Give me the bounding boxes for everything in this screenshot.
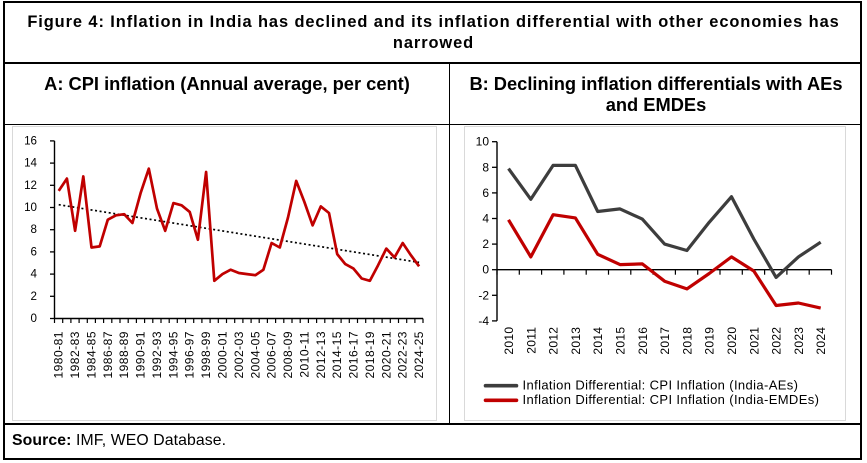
svg-text:2010-11: 2010-11 — [297, 331, 311, 378]
svg-text:2018-19: 2018-19 — [363, 331, 377, 379]
svg-text:-4: -4 — [478, 314, 489, 328]
svg-text:4: 4 — [482, 212, 489, 226]
svg-text:2: 2 — [482, 237, 489, 251]
svg-text:14: 14 — [24, 157, 37, 170]
svg-text:2014-15: 2014-15 — [330, 331, 344, 379]
svg-text:10: 10 — [24, 201, 37, 214]
svg-text:2024-25: 2024-25 — [412, 331, 426, 379]
svg-text:2002-03: 2002-03 — [232, 331, 246, 379]
svg-text:2020-21: 2020-21 — [379, 331, 393, 379]
svg-text:6: 6 — [31, 245, 37, 258]
svg-text:2021: 2021 — [747, 327, 761, 355]
svg-text:2022: 2022 — [770, 327, 784, 355]
svg-text:8: 8 — [482, 160, 489, 174]
svg-text:10: 10 — [476, 135, 490, 149]
svg-text:1992-93: 1992-93 — [150, 331, 164, 379]
svg-text:0: 0 — [482, 263, 489, 277]
svg-text:2023: 2023 — [792, 327, 806, 355]
svg-text:1996-97: 1996-97 — [183, 331, 197, 379]
svg-text:2013: 2013 — [569, 327, 583, 355]
svg-text:2004-05: 2004-05 — [248, 331, 262, 379]
svg-text:Inflation Differential: CPI In: Inflation Differential: CPI Inflation (I… — [523, 392, 820, 407]
svg-text:2012-13: 2012-13 — [314, 331, 328, 379]
svg-text:-2: -2 — [478, 288, 489, 302]
svg-text:2006-07: 2006-07 — [265, 331, 279, 379]
svg-text:1988-89: 1988-89 — [117, 331, 131, 379]
svg-text:2011: 2011 — [524, 327, 538, 354]
svg-text:2024: 2024 — [814, 327, 828, 355]
svg-text:Inflation Differential: CPI In: Inflation Differential: CPI Inflation (I… — [523, 377, 799, 392]
svg-text:1982-83: 1982-83 — [68, 331, 82, 379]
svg-text:2: 2 — [31, 290, 37, 303]
svg-text:1984-85: 1984-85 — [85, 331, 99, 379]
svg-text:2018: 2018 — [680, 327, 694, 355]
svg-text:2016-17: 2016-17 — [347, 331, 361, 379]
svg-text:8: 8 — [31, 223, 37, 236]
svg-text:1998-99: 1998-99 — [199, 331, 213, 379]
svg-text:1994-95: 1994-95 — [166, 331, 180, 379]
svg-text:2020: 2020 — [725, 327, 739, 355]
svg-text:16: 16 — [24, 134, 37, 147]
svg-text:1980-81: 1980-81 — [52, 331, 66, 379]
svg-text:2014: 2014 — [591, 327, 605, 355]
svg-text:0: 0 — [31, 312, 37, 325]
svg-text:1986-87: 1986-87 — [101, 331, 115, 379]
svg-text:6: 6 — [482, 186, 489, 200]
svg-text:2008-09: 2008-09 — [281, 331, 295, 379]
svg-text:2012: 2012 — [547, 327, 561, 355]
svg-text:2017: 2017 — [658, 327, 672, 355]
svg-text:2022-23: 2022-23 — [396, 331, 410, 379]
svg-text:1990-91: 1990-91 — [134, 331, 148, 379]
svg-text:4: 4 — [31, 268, 38, 281]
svg-text:2015: 2015 — [614, 327, 628, 355]
svg-text:2019: 2019 — [703, 327, 717, 355]
svg-text:12: 12 — [24, 179, 37, 192]
svg-text:2016: 2016 — [636, 327, 650, 355]
svg-text:2000-01: 2000-01 — [216, 331, 230, 379]
svg-text:2010: 2010 — [502, 327, 516, 355]
